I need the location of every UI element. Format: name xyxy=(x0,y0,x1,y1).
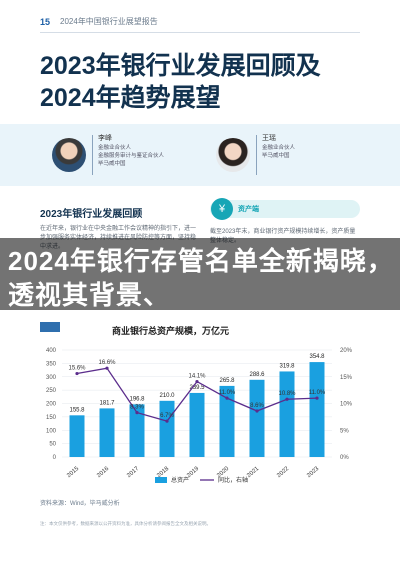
growth-point xyxy=(75,371,79,376)
overlay-banner-text: 2024年银行存管名单全新揭晓，透视其背景、 xyxy=(8,246,394,310)
growth-point xyxy=(285,397,289,401)
author-card-1: 李峰 金融业合伙人 金融服务审计与鉴证合伙人 毕马威中国 xyxy=(98,134,164,168)
page-title: 2023年银行业发展回顾及 2024年趋势展望 xyxy=(40,50,370,114)
bar xyxy=(249,379,265,457)
bar xyxy=(279,371,295,457)
bar xyxy=(219,385,235,457)
y-left-tick: 150 xyxy=(46,415,57,421)
y-right-tick: 10% xyxy=(340,402,353,408)
growth-value-label: 14.1% xyxy=(188,374,206,380)
page-number: 15 xyxy=(40,16,51,27)
figure-label xyxy=(40,322,60,332)
x-tick-label: 2015 xyxy=(66,466,81,480)
growth-point xyxy=(105,366,109,370)
bar-value-label: 196.8 xyxy=(129,396,145,402)
growth-point xyxy=(165,419,169,423)
report-name: 2024年中国银行业展望报告 xyxy=(60,17,158,26)
y-left-tick: 0 xyxy=(53,455,57,461)
growth-point xyxy=(315,396,319,400)
growth-value-label: 10.8% xyxy=(278,391,296,397)
y-left-tick: 400 xyxy=(46,348,57,354)
bar xyxy=(99,408,115,457)
x-tick-label: 2023 xyxy=(306,466,321,480)
author-divider-1 xyxy=(92,135,93,175)
growth-value-label: 16.6% xyxy=(98,360,116,366)
legend-label-bar: 总资产 xyxy=(171,476,189,484)
y-left-tick: 200 xyxy=(46,402,57,408)
bar xyxy=(69,415,85,457)
header-divider xyxy=(40,32,360,33)
growth-point xyxy=(225,396,229,400)
bar xyxy=(189,392,205,457)
author-card-2: 王瑶 金融业合伙人 毕马威中国 xyxy=(262,134,295,160)
figure-source: 资料来源：Wind，毕马威分析 xyxy=(40,501,120,507)
bar-value-label: 155.8 xyxy=(69,407,85,413)
growth-value-label: 15.6% xyxy=(68,366,86,372)
x-tick-label: 2016 xyxy=(96,466,111,480)
bar-value-label: 181.7 xyxy=(99,400,115,406)
page-header: 15 2024年中国银行业展望报告 xyxy=(40,16,360,33)
author-avatar-1 xyxy=(52,138,86,172)
asset-chart: 0 50 100 150 200 250 300 350 400 0% 5% 10% 15% 20% 155… xyxy=(46,348,353,484)
y-left-tick: 350 xyxy=(46,361,57,367)
asset-side-badge: ¥ 资产端 xyxy=(210,198,360,220)
author-name-1: 李峰 xyxy=(98,135,112,142)
growth-value-label: 11.0% xyxy=(309,390,326,396)
bar-value-label: 319.8 xyxy=(279,363,295,369)
chart-title: 商业银行总资产规模，万亿元 xyxy=(112,326,230,336)
y-right-tick: 0% xyxy=(340,455,349,461)
growth-value-label: 8.6% xyxy=(250,403,264,409)
legend-label-line: 同比，右轴 xyxy=(218,476,248,484)
title-line-2: 2024年趋势展望 xyxy=(40,84,221,112)
y-left-tick: 300 xyxy=(46,375,57,381)
x-tick-label: 2017 xyxy=(126,466,141,480)
bar-value-label: 288.6 xyxy=(249,372,265,378)
x-tick-label: 2022 xyxy=(276,466,291,480)
author-name-2: 王瑶 xyxy=(262,135,276,142)
author-avatar-2 xyxy=(216,138,250,172)
author-divider-2 xyxy=(256,135,257,175)
growth-value-label: 6.7% xyxy=(160,413,174,419)
x-tick-label: 2021 xyxy=(246,466,261,480)
bar-value-label: 354.8 xyxy=(309,354,325,360)
growth-point xyxy=(195,379,199,384)
title-line-1: 2023年银行业发展回顾及 xyxy=(40,52,321,80)
bar xyxy=(309,362,325,457)
growth-point xyxy=(255,409,259,413)
footnote: 注：本文仅供参考，数据来源以公开资料为准，具体分析请参阅报告全文及相关说明。 xyxy=(40,521,211,526)
author-role-1c: 毕马威中国 xyxy=(98,161,126,167)
coins-icon: ¥ xyxy=(211,198,233,220)
bar-value-label: 210.0 xyxy=(159,393,175,399)
section-title: 2023年银行业发展回顾 xyxy=(40,209,143,220)
y-right-tick: 15% xyxy=(340,375,353,381)
bar-value-label: 265.8 xyxy=(219,378,235,384)
y-left-tick: 250 xyxy=(46,388,57,394)
y-right-tick: 5% xyxy=(340,428,349,434)
author-role-2b: 毕马威中国 xyxy=(262,153,290,159)
y-left-tick: 50 xyxy=(49,442,56,448)
growth-point xyxy=(135,410,139,415)
y-left-tick: 100 xyxy=(46,428,57,434)
growth-value-label: 8.3% xyxy=(130,405,144,411)
growth-value-label: 11.0% xyxy=(219,390,236,396)
author-role-1b: 金融服务审计与鉴证合伙人 xyxy=(98,153,165,159)
author-role-2a: 金融业合伙人 xyxy=(262,145,296,151)
overlay-banner xyxy=(0,238,400,310)
asset-side-label: 资产端 xyxy=(238,206,259,213)
y-right-tick: 20% xyxy=(340,348,353,354)
bar xyxy=(129,404,145,457)
legend-swatch-bar xyxy=(155,477,167,483)
bar-value-label: 239.5 xyxy=(189,385,205,391)
authors-strip: 李峰 金融业合伙人 金融服务审计与鉴证合伙人 毕马威中国 王瑶 金融业合伙人 毕… xyxy=(0,124,400,186)
bar xyxy=(159,400,175,457)
author-role-1a: 金融业合伙人 xyxy=(98,145,132,151)
